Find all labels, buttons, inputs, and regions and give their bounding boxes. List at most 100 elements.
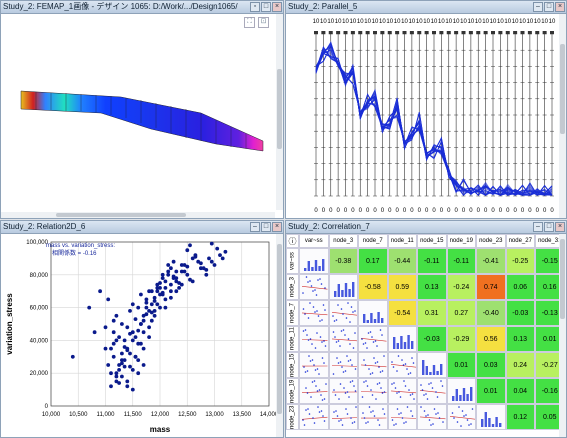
correlation-value-cell[interactable]: -0.44	[387, 248, 417, 274]
correlation-mini-plot-cell[interactable]	[358, 352, 388, 378]
maximize-icon[interactable]: □	[544, 222, 554, 232]
correlation-row-header[interactable]: var~ss	[286, 248, 299, 274]
correlation-row-header[interactable]: node_15	[286, 352, 299, 378]
correlation-mini-plot-cell[interactable]	[387, 352, 417, 378]
parallel-axis-handle[interactable]	[380, 31, 385, 34]
correlation-mini-plot-cell[interactable]	[299, 248, 329, 274]
correlation-row-header[interactable]: node_3	[286, 274, 299, 300]
parallel-axis-handle[interactable]	[520, 31, 525, 34]
correlation-mini-plot-cell[interactable]	[328, 352, 358, 378]
correlation-value-cell[interactable]: -0.11	[446, 248, 476, 274]
parallel-axis-handle[interactable]	[373, 31, 377, 34]
correlation-value-cell[interactable]: 0.06	[505, 274, 535, 300]
correlation-value-cell[interactable]: 0.13	[417, 274, 447, 300]
correlation-mini-plot-cell[interactable]	[476, 404, 506, 430]
correlation-value-cell[interactable]: 0.27	[446, 300, 476, 326]
close-icon[interactable]: ×	[272, 2, 282, 12]
parallel-axis-handle[interactable]	[498, 31, 503, 34]
correlation-value-cell[interactable]: -0.25	[505, 248, 535, 274]
correlation-mini-plot-cell[interactable]	[358, 300, 388, 326]
close-icon[interactable]: ×	[272, 222, 282, 232]
correlation-mini-plot-cell[interactable]	[299, 352, 329, 378]
parallel-axis-handle[interactable]	[491, 31, 495, 34]
correlation-value-cell[interactable]: -0.54	[387, 300, 417, 326]
parallel-axis-handle[interactable]	[328, 31, 333, 34]
correlation-value-cell[interactable]: 0.17	[358, 248, 388, 274]
correlation-mini-plot-cell[interactable]	[358, 378, 388, 404]
correlation-mini-plot-cell[interactable]	[358, 404, 388, 430]
parallel-axis-handle[interactable]	[387, 31, 392, 34]
correlation-mini-plot-cell[interactable]	[387, 404, 417, 430]
maximize-icon[interactable]: □	[261, 222, 271, 232]
correlation-value-cell[interactable]: 0.03	[476, 352, 506, 378]
parallel-axis-handle[interactable]	[476, 31, 481, 34]
correlation-row-header[interactable]: node_7	[286, 300, 299, 326]
parallel-vertical-scrollbar[interactable]	[559, 14, 566, 218]
correlation-value-cell[interactable]: -0.41	[476, 248, 506, 274]
parallel-axis-handle[interactable]	[432, 31, 436, 34]
minimize-icon[interactable]: –	[250, 222, 260, 232]
correlation-value-cell[interactable]: 0.24	[505, 352, 535, 378]
correlation-mini-plot-cell[interactable]	[328, 378, 358, 404]
maximize-icon[interactable]: □	[544, 2, 554, 12]
correlation-value-cell[interactable]: -0.38	[328, 248, 358, 274]
correlation-mini-plot-cell[interactable]	[299, 404, 329, 430]
minimize-icon[interactable]: –	[533, 2, 543, 12]
correlation-value-cell[interactable]: 0.01	[446, 352, 476, 378]
parallel-axis-handle[interactable]	[535, 31, 540, 34]
correlation-value-cell[interactable]: 0.12	[505, 404, 535, 430]
relation-vertical-scrollbar[interactable]	[276, 234, 283, 437]
parallel-axis-handle[interactable]	[321, 31, 326, 34]
correlation-mini-plot-cell[interactable]	[417, 378, 447, 404]
parallel-axis-handle[interactable]	[402, 31, 407, 34]
correlation-column-header[interactable]: node_11	[387, 234, 417, 248]
correlation-value-cell[interactable]: -0.24	[446, 274, 476, 300]
correlation-mini-plot-cell[interactable]	[417, 404, 447, 430]
parallel-axis-handle[interactable]	[439, 31, 444, 34]
parallel-axis-handle[interactable]	[483, 31, 488, 34]
parallel-axis-handle[interactable]	[424, 31, 429, 34]
close-icon[interactable]: ×	[555, 222, 565, 232]
correlation-column-header[interactable]: node_3	[328, 234, 358, 248]
correlation-mini-plot-cell[interactable]	[387, 378, 417, 404]
restore-icon[interactable]: ▫	[250, 2, 260, 12]
correlation-value-cell[interactable]: 0.01	[476, 378, 506, 404]
parallel-axis-handle[interactable]	[468, 31, 473, 34]
close-icon[interactable]: ×	[555, 2, 565, 12]
correlation-value-cell[interactable]: 0.74	[476, 274, 506, 300]
parallel-axis-handle[interactable]	[542, 31, 547, 34]
correlation-mini-plot-cell[interactable]	[446, 404, 476, 430]
parallel-axis-handle[interactable]	[350, 31, 355, 34]
correlation-mini-plot-cell[interactable]	[299, 378, 329, 404]
femap-horizontal-scrollbar[interactable]	[1, 212, 275, 218]
femap-vertical-scrollbar[interactable]	[276, 14, 283, 210]
correlation-column-header[interactable]: node_15	[417, 234, 447, 248]
parallel-axis-handle[interactable]	[343, 31, 348, 34]
parallel-axis-handle[interactable]	[409, 31, 414, 34]
parallel-axis-handle[interactable]	[336, 31, 341, 34]
minimize-icon[interactable]: –	[533, 222, 543, 232]
correlation-value-cell[interactable]: -0.29	[446, 326, 476, 352]
correlation-value-cell[interactable]: 0.59	[387, 274, 417, 300]
correlation-value-cell[interactable]: 0.56	[476, 326, 506, 352]
correlation-value-cell[interactable]: -0.03	[417, 326, 447, 352]
correlation-vertical-scrollbar[interactable]	[559, 234, 566, 437]
correlation-mini-plot-cell[interactable]	[328, 326, 358, 352]
correlation-row-header[interactable]: node_19	[286, 378, 299, 404]
correlation-value-cell[interactable]: -0.58	[358, 274, 388, 300]
correlation-mini-plot-cell[interactable]	[299, 274, 329, 300]
parallel-axis-handle[interactable]	[505, 31, 510, 34]
maximize-icon[interactable]: □	[261, 2, 271, 12]
correlation-column-header[interactable]: var~ss	[299, 234, 329, 248]
parallel-axis-handle[interactable]	[314, 31, 318, 34]
correlation-row-header[interactable]: node_23	[286, 404, 299, 430]
correlation-mini-plot-cell[interactable]	[328, 274, 358, 300]
parallel-axis-handle[interactable]	[395, 31, 400, 34]
parallel-axis-handle[interactable]	[461, 31, 466, 34]
correlation-value-cell[interactable]: -0.40	[476, 300, 506, 326]
parallel-axis-handle[interactable]	[365, 31, 370, 34]
parallel-axis-handle[interactable]	[454, 31, 459, 34]
zoom-view-icon[interactable]: ⊡	[258, 17, 269, 28]
correlation-value-cell[interactable]: -0.11	[417, 248, 447, 274]
parallel-axis-handle[interactable]	[358, 31, 363, 34]
